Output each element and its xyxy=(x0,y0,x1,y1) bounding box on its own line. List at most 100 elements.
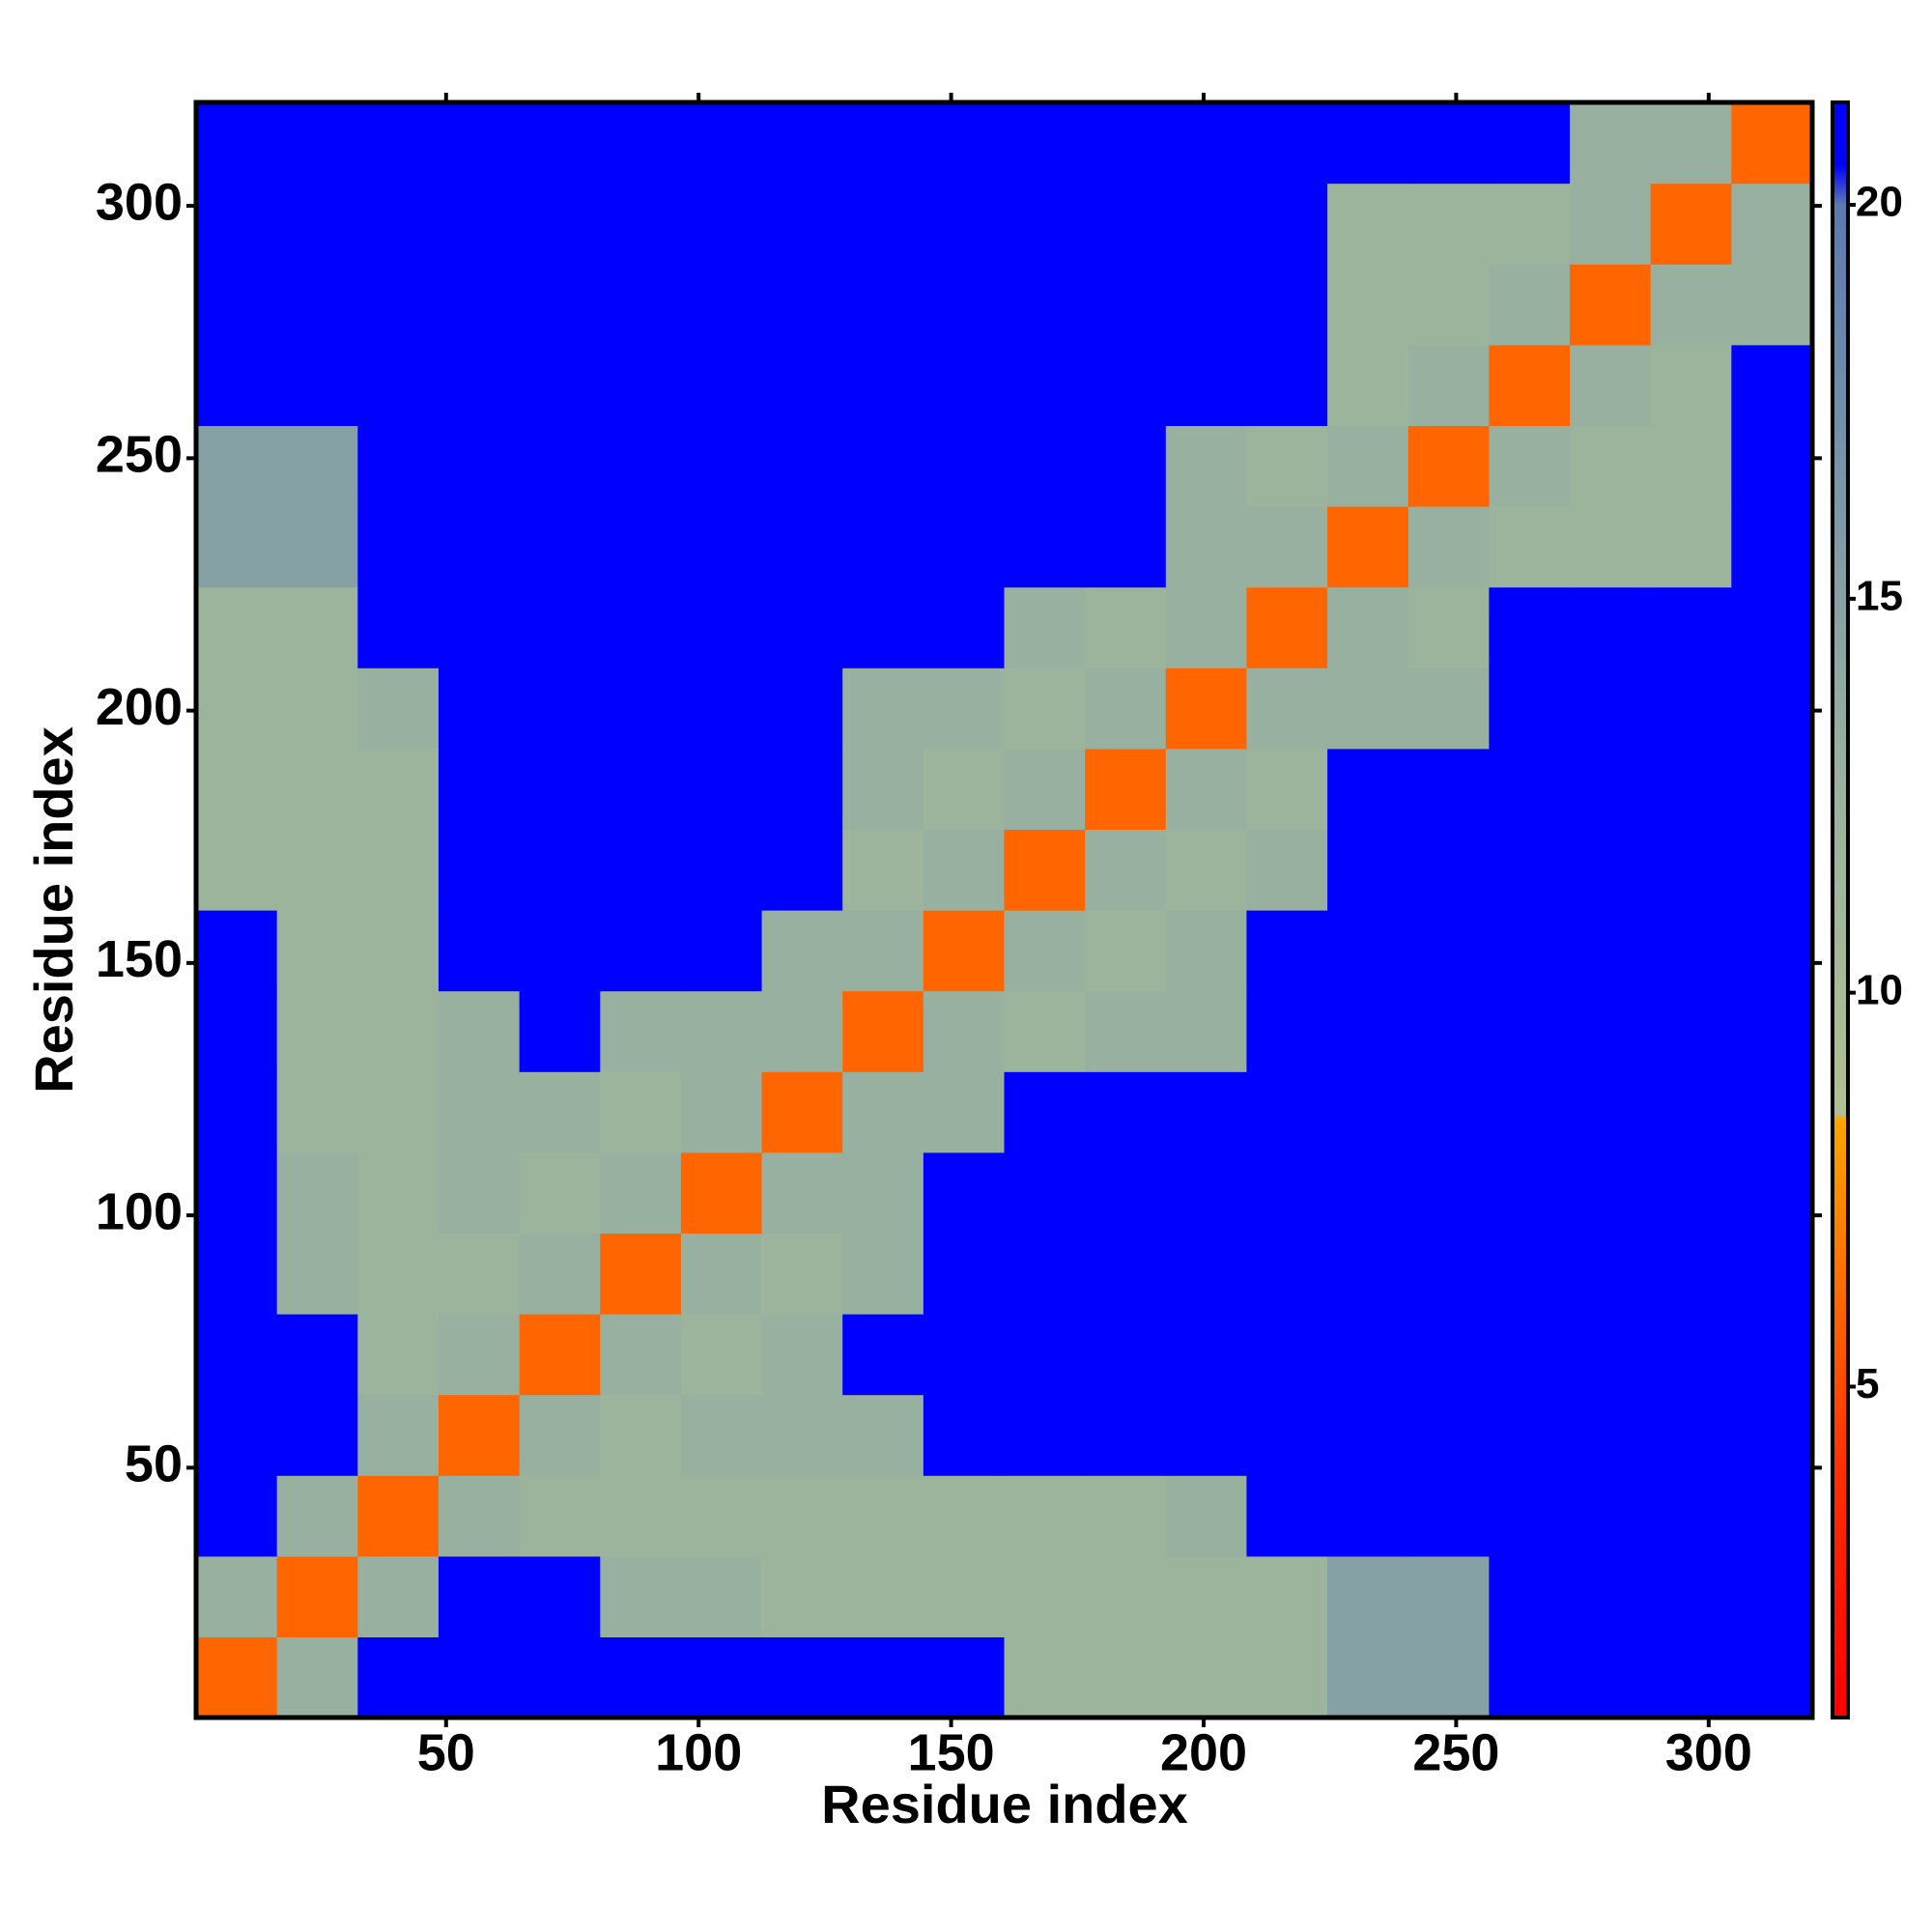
heatmap-cell xyxy=(842,1151,924,1234)
heatmap-cell xyxy=(1246,1314,1328,1396)
heatmap-cell xyxy=(1165,264,1248,346)
x-tick-label: 300 xyxy=(1665,1723,1752,1781)
heatmap-cell xyxy=(842,1555,924,1637)
heatmap-cell xyxy=(276,1394,358,1476)
heatmap-cell xyxy=(438,1394,521,1476)
heatmap-cell xyxy=(600,1394,682,1476)
heatmap-cell xyxy=(923,748,1006,830)
heatmap-cell xyxy=(1570,183,1652,265)
heatmap-cell xyxy=(600,344,682,426)
heatmap-cell xyxy=(357,668,440,750)
heatmap-cell xyxy=(1327,264,1409,346)
heatmap-cell xyxy=(1327,1636,1409,1719)
heatmap-cell xyxy=(357,1233,440,1315)
heatmap-cell xyxy=(923,1475,1006,1557)
heatmap-cell xyxy=(1327,1233,1409,1315)
heatmap-cell xyxy=(1004,1636,1086,1719)
y-tick-label: 200 xyxy=(96,678,183,736)
heatmap-cell xyxy=(519,1233,601,1315)
heatmap-cell xyxy=(761,1071,843,1153)
heatmap-cell xyxy=(519,668,601,750)
heatmap-cell xyxy=(761,668,843,750)
heatmap-cell xyxy=(1004,1555,1086,1637)
heatmap-cell xyxy=(923,1233,1006,1315)
heatmap-cell xyxy=(600,506,682,588)
heatmap-cell xyxy=(1165,183,1248,265)
heatmap-cell xyxy=(1327,506,1409,588)
heatmap-cell xyxy=(1650,1475,1732,1557)
heatmap-cell xyxy=(1165,748,1248,830)
heatmap-cell xyxy=(1731,829,1813,911)
heatmap-cell xyxy=(1327,102,1409,185)
heatmap-cell xyxy=(1165,1394,1248,1476)
heatmap-cell xyxy=(1165,586,1248,668)
heatmap-cell xyxy=(276,506,358,588)
heatmap-cell xyxy=(1407,1314,1490,1396)
heatmap-cell xyxy=(600,668,682,750)
heatmap-cell xyxy=(680,183,763,265)
heatmap-cell xyxy=(761,1555,843,1637)
heatmap-cell xyxy=(357,910,440,992)
heatmap-cell xyxy=(761,1151,843,1234)
heatmap-cell xyxy=(1246,990,1328,1072)
heatmap-cell xyxy=(1407,1233,1490,1315)
heatmap-cell xyxy=(519,183,601,265)
heatmap-cell xyxy=(842,990,924,1072)
heatmap-cell xyxy=(519,748,601,830)
heatmap-cell xyxy=(1407,829,1490,911)
heatmap-cell xyxy=(1407,668,1490,750)
heatmap-cell xyxy=(357,264,440,346)
heatmap-cell xyxy=(196,910,278,992)
heatmap-cell xyxy=(1085,264,1167,346)
heatmap-cell xyxy=(600,1636,682,1719)
heatmap-cell xyxy=(1650,183,1732,265)
heatmap-cell xyxy=(1327,344,1409,426)
heatmap-cell xyxy=(276,910,358,992)
heatmap-cell xyxy=(680,264,763,346)
heatmap-cell xyxy=(1246,668,1328,750)
colorbar-tick-label: 5 xyxy=(1856,1360,1879,1407)
heatmap-cell xyxy=(357,344,440,426)
heatmap-cell xyxy=(842,1071,924,1153)
heatmap-cell xyxy=(1407,910,1490,992)
heatmap-cell xyxy=(1650,586,1732,668)
heatmap-cell xyxy=(923,102,1006,185)
heatmap-cell xyxy=(357,506,440,588)
heatmap-cell xyxy=(1489,1071,1571,1153)
heatmap-cell xyxy=(1731,990,1813,1072)
x-tick-label: 250 xyxy=(1412,1723,1499,1781)
x-tick-label: 200 xyxy=(1160,1723,1247,1781)
heatmap-cell xyxy=(438,425,521,507)
heatmap-cell xyxy=(196,1071,278,1153)
heatmap-cell xyxy=(600,102,682,185)
heatmap-cell xyxy=(761,1475,843,1557)
heatmap-cell xyxy=(842,668,924,750)
heatmap-cell xyxy=(1085,506,1167,588)
colorbar-tick-label: 20 xyxy=(1856,179,1903,226)
heatmap-cell xyxy=(761,586,843,668)
heatmap-cell xyxy=(519,1151,601,1234)
heatmap-cell xyxy=(196,264,278,346)
heatmap-cell xyxy=(923,990,1006,1072)
heatmap-cell xyxy=(438,183,521,265)
heatmap-cell xyxy=(519,425,601,507)
heatmap-cell xyxy=(1327,990,1409,1072)
heatmap-cell xyxy=(761,102,843,185)
heatmap-cell xyxy=(1407,1394,1490,1476)
heatmap-cell xyxy=(1407,344,1490,426)
heatmap-cell xyxy=(357,1636,440,1719)
heatmap-cell xyxy=(1650,425,1732,507)
heatmap-cell xyxy=(519,102,601,185)
heatmap-cell xyxy=(842,1394,924,1476)
heatmap-cell xyxy=(1165,506,1248,588)
heatmap-cell xyxy=(923,1071,1006,1153)
heatmap-cell xyxy=(1407,506,1490,588)
heatmap-cell xyxy=(761,1314,843,1396)
heatmap-cell xyxy=(1246,1151,1328,1234)
heatmap-cell xyxy=(1731,748,1813,830)
heatmap-cell xyxy=(519,506,601,588)
heatmap-cell xyxy=(1570,506,1652,588)
heatmap-cell xyxy=(1731,1636,1813,1719)
heatmap-cell xyxy=(276,586,358,668)
heatmap-cell xyxy=(1327,1394,1409,1476)
